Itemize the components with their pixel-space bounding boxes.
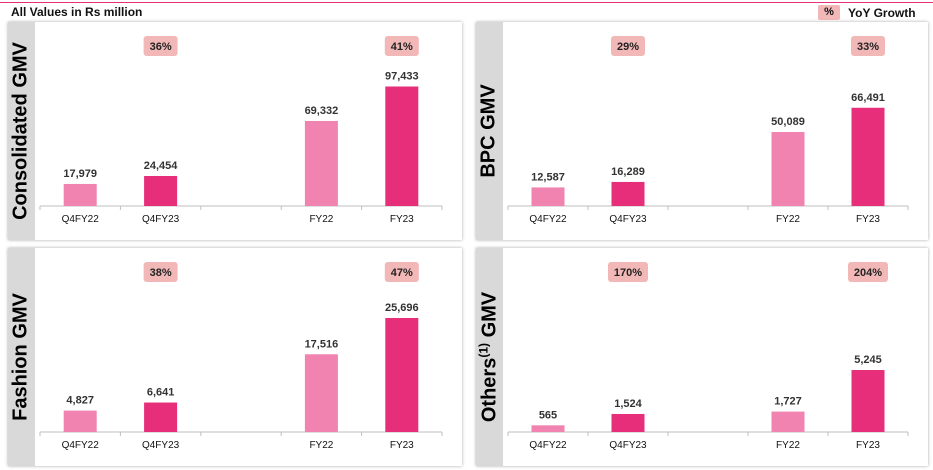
bar-q4fy23 xyxy=(611,181,645,206)
category-label: Q4FY22 xyxy=(62,440,100,451)
category-label: FY22 xyxy=(776,214,800,225)
category-label: Q4FY22 xyxy=(529,214,567,225)
legend-swatch: % xyxy=(818,5,840,20)
data-label: 565 xyxy=(539,409,557,421)
bar-fy23 xyxy=(385,317,419,432)
data-label: 69,332 xyxy=(305,105,339,117)
legend-label: YoY Growth xyxy=(848,5,916,20)
yoy-growth-label: 36% xyxy=(150,41,172,53)
yoy-growth-badge xyxy=(848,262,888,282)
bar-q4fy22 xyxy=(63,183,97,206)
data-label: 50,089 xyxy=(771,116,805,128)
title-strip: Others(1) GMV xyxy=(476,248,503,466)
category-label: FY22 xyxy=(309,214,333,225)
bar-q4fy22 xyxy=(63,410,97,432)
yoy-growth-badge xyxy=(143,36,178,56)
yoy-growth-badge xyxy=(608,262,648,282)
title-strip: Consolidated GMV xyxy=(8,22,35,240)
bar-q4fy22 xyxy=(531,425,565,432)
title-strip: Fashion GMV xyxy=(8,248,35,466)
panel-fashion-gmv: Fashion GMV 4,827 Q4FY22 6,641 Q4FY23 17,516… xyxy=(8,248,462,466)
panel-consolidated-gmv: Consolidated GMV 17,979 Q4FY22 24,454 Q4FY2… xyxy=(8,22,462,240)
bar-fy22 xyxy=(771,411,805,432)
bar-fy22 xyxy=(304,120,338,206)
yoy-growth-label: 47% xyxy=(391,267,413,279)
yoy-growth-badge xyxy=(851,36,885,56)
category-label: FY22 xyxy=(776,440,800,451)
accent-line xyxy=(0,2,933,3)
data-label: 6,641 xyxy=(147,387,175,399)
yoy-growth-badge xyxy=(384,36,419,56)
bar-q4fy23 xyxy=(144,402,178,432)
data-label: 25,696 xyxy=(385,302,419,314)
units-note: All Values in Rs million xyxy=(11,5,143,19)
bar-q4fy23 xyxy=(144,176,178,206)
data-label: 16,289 xyxy=(611,166,645,178)
bar-chart: 565 Q4FY22 1,524 Q4FY23 1,727 FY22 5,245 FY23 17… xyxy=(507,262,909,451)
bar-q4fy22 xyxy=(531,187,565,206)
category-label: FY22 xyxy=(309,440,333,451)
data-label: 17,979 xyxy=(63,168,97,180)
legend: % YoY Growth xyxy=(818,5,916,20)
category-label: Q4FY23 xyxy=(609,214,647,225)
panel-bpc-gmv: BPC GMV 12,587 Q4FY22 16,289 Q4FY23 50,089 FY… xyxy=(476,22,928,240)
category-label: Q4FY22 xyxy=(62,214,100,225)
bar-chart: 4,827 Q4FY22 6,641 Q4FY23 17,516 FY22 25,696 FY… xyxy=(39,262,443,451)
bar-chart: 17,979 Q4FY22 24,454 Q4FY23 69,332 FY22 97,433… xyxy=(39,36,443,225)
data-label: 4,827 xyxy=(66,395,94,407)
bar-chart: 12,587 Q4FY22 16,289 Q4FY23 50,089 FY22 66,491… xyxy=(507,36,909,225)
yoy-growth-label: 41% xyxy=(391,41,413,53)
yoy-growth-label: 29% xyxy=(617,41,639,53)
bar-fy22 xyxy=(304,354,338,432)
category-label: FY23 xyxy=(390,440,414,451)
yoy-growth-label: 204% xyxy=(854,267,882,279)
data-label: 97,433 xyxy=(385,71,419,83)
bar-fy22 xyxy=(771,132,805,206)
data-label: 12,587 xyxy=(531,171,565,183)
category-label: Q4FY23 xyxy=(609,440,647,451)
data-label: 17,516 xyxy=(305,338,339,350)
bar-fy23 xyxy=(385,86,419,206)
panel-others-gmv: Others(1) GMV 565 Q4FY22 1,524 Q4FY23 1,727 F… xyxy=(476,248,928,466)
category-label: Q4FY23 xyxy=(142,214,180,225)
data-label: 66,491 xyxy=(851,92,885,104)
yoy-growth-badge xyxy=(384,262,419,282)
category-label: FY23 xyxy=(856,440,880,451)
data-label: 1,727 xyxy=(774,396,802,408)
bar-fy23 xyxy=(851,107,885,206)
category-label: FY23 xyxy=(856,214,880,225)
yoy-growth-label: 33% xyxy=(857,41,879,53)
yoy-growth-label: 170% xyxy=(614,267,642,279)
title-strip: BPC GMV xyxy=(476,22,503,240)
category-label: Q4FY22 xyxy=(529,440,567,451)
data-label: 5,245 xyxy=(854,354,882,366)
yoy-growth-badge xyxy=(611,36,645,56)
yoy-growth-label: 38% xyxy=(150,267,172,279)
bar-q4fy23 xyxy=(611,413,645,432)
bar-fy23 xyxy=(851,370,885,432)
data-label: 24,454 xyxy=(144,160,179,172)
category-label: Q4FY23 xyxy=(142,440,180,451)
yoy-growth-badge xyxy=(143,262,178,282)
data-label: 1,524 xyxy=(614,398,642,410)
category-label: FY23 xyxy=(390,214,414,225)
